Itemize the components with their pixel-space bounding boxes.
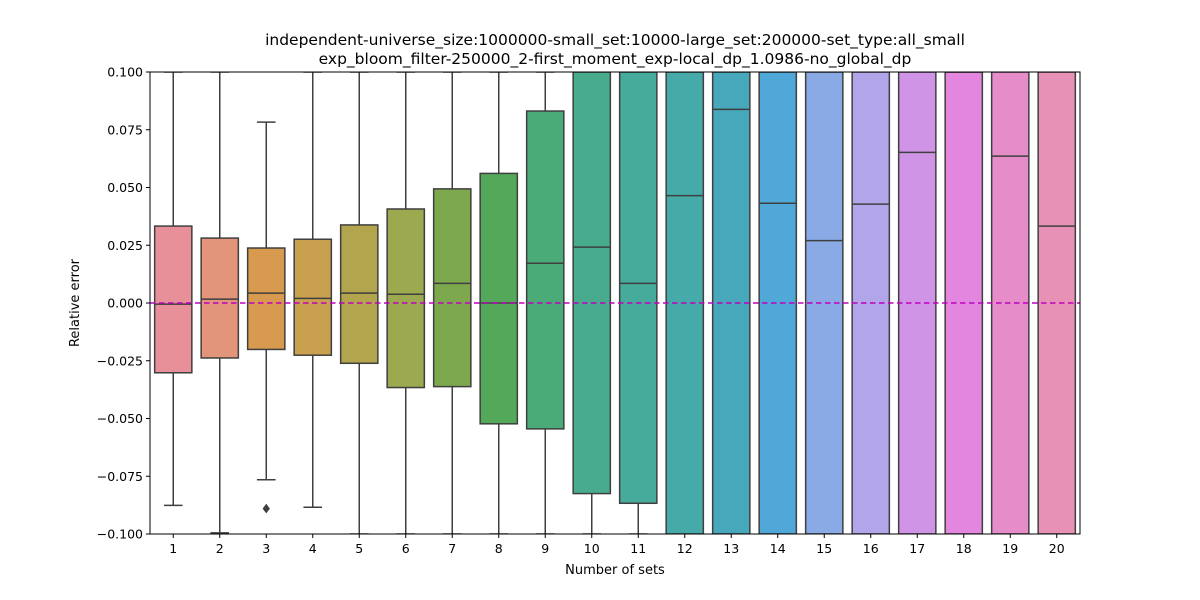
box-iqr bbox=[386, 208, 426, 389]
box-10 bbox=[572, 72, 612, 534]
y-tick-label: −0.075 bbox=[97, 469, 143, 484]
y-tick-label: 0.000 bbox=[107, 296, 143, 311]
box-6 bbox=[386, 72, 426, 534]
box-iqr bbox=[153, 225, 193, 374]
box-iqr bbox=[293, 238, 333, 356]
x-tick-label: 17 bbox=[909, 541, 925, 556]
x-tick-label: 6 bbox=[402, 541, 410, 556]
y-tick-label: 0.050 bbox=[107, 180, 143, 195]
box-2 bbox=[200, 72, 240, 534]
plot-area bbox=[150, 72, 1080, 534]
x-tick-label: 14 bbox=[770, 541, 786, 556]
x-tick-label: 3 bbox=[262, 541, 270, 556]
box-iqr bbox=[479, 172, 519, 425]
x-tick-label: 7 bbox=[448, 541, 456, 556]
x-axis-label: Number of sets bbox=[565, 563, 665, 578]
x-tick-label: 16 bbox=[863, 541, 879, 556]
chart-title-line-1: independent-universe_size:1000000-small_… bbox=[265, 31, 965, 50]
x-tick-label: 15 bbox=[816, 541, 832, 556]
box-iqr bbox=[200, 237, 240, 359]
x-tick-label: 8 bbox=[495, 541, 503, 556]
x-tick-label: 19 bbox=[1002, 541, 1018, 556]
x-tick-label: 20 bbox=[1049, 541, 1065, 556]
x-tick-label: 9 bbox=[541, 541, 549, 556]
x-tick-label: 11 bbox=[630, 541, 646, 556]
outlier-point bbox=[262, 503, 270, 514]
box-iqr bbox=[618, 72, 658, 505]
box-iqr bbox=[525, 110, 565, 430]
x-tick-label: 1 bbox=[169, 541, 177, 556]
boxes-group bbox=[150, 72, 1080, 534]
x-tick-label: 12 bbox=[677, 541, 693, 556]
box-9 bbox=[525, 72, 565, 534]
x-tick-label: 18 bbox=[956, 541, 972, 556]
y-axis-label: Relative error bbox=[68, 258, 83, 347]
x-tick-label: 5 bbox=[355, 541, 363, 556]
y-tick-label: 0.025 bbox=[107, 238, 143, 253]
y-tick-label: −0.025 bbox=[97, 353, 143, 368]
y-tick-label: 0.100 bbox=[107, 65, 143, 80]
box-1 bbox=[153, 72, 193, 507]
box-7 bbox=[432, 72, 472, 534]
y-tick-label: 0.075 bbox=[107, 122, 143, 137]
box-iqr bbox=[246, 247, 286, 351]
box-iqr bbox=[432, 188, 472, 388]
box-4 bbox=[293, 72, 333, 508]
box-8 bbox=[479, 72, 519, 534]
box-3 bbox=[246, 121, 286, 514]
x-tick-label: 2 bbox=[216, 541, 224, 556]
x-axis: 1 2 3 4 5 6 7 8 9 10 11 12 13 14 15 16 17 18 19 20 bbox=[169, 534, 1065, 556]
y-axis: −0.100 −0.075 −0.050 −0.025 0.000 0.025 0.050 0… bbox=[97, 65, 150, 542]
box-iqr bbox=[339, 224, 379, 365]
y-tick-label: −0.050 bbox=[97, 411, 143, 426]
x-tick-label: 10 bbox=[584, 541, 600, 556]
box-11 bbox=[618, 72, 658, 534]
box-5 bbox=[339, 72, 379, 534]
x-tick-label: 4 bbox=[309, 541, 317, 556]
box-iqr bbox=[572, 72, 612, 495]
y-tick-label: −0.100 bbox=[97, 527, 143, 542]
x-tick-label: 13 bbox=[723, 541, 739, 556]
chart-title-line-2: exp_bloom_filter-250000_2-first_moment_e… bbox=[319, 50, 912, 69]
